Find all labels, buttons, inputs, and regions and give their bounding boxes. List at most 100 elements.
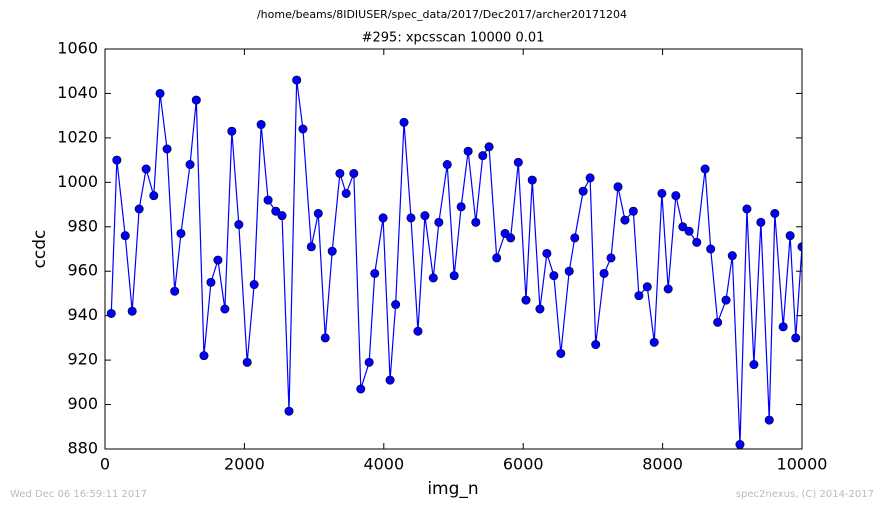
data-point [378,213,388,223]
data-point [521,295,531,305]
y-tick-label: 1000 [57,172,98,191]
data-point [141,164,151,174]
data-point [449,271,459,281]
data-point [606,253,616,263]
data-point [678,222,688,232]
data-point [327,246,337,256]
data-point [706,244,716,254]
data-point [527,175,537,185]
data-point [599,268,609,278]
credit: spec2nexus, (C) 2014-2017 [736,489,874,500]
data-point [570,233,580,243]
data-point [471,217,481,227]
data-point [399,117,409,127]
data-point [420,211,430,221]
data-point [749,360,759,370]
x-tick-label: 6000 [503,455,544,474]
data-point [442,160,452,170]
data-point [206,277,216,287]
data-point [199,351,209,361]
y-tick-label: 920 [67,350,98,369]
data-point [242,357,252,367]
y-tick-label: 960 [67,261,98,280]
data-point [727,251,737,261]
data-point [370,268,380,278]
y-tick-label: 880 [67,439,98,458]
data-point [542,248,552,258]
data-point [513,157,523,167]
data-point [271,206,281,216]
data-point [134,204,144,214]
data-point [341,188,351,198]
data-point [628,206,638,216]
data-point [349,168,359,178]
data-point [613,182,623,192]
data-point [649,337,659,347]
data-point [298,124,308,134]
x-tick-label: 2000 [224,455,265,474]
data-point [506,233,516,243]
data-point [306,242,316,252]
data-point [657,188,667,198]
data-point [492,253,502,263]
data-point [106,308,116,318]
data-point [176,228,186,238]
data-point [227,126,237,136]
data-point [391,300,401,310]
data-point [220,304,230,314]
plot-frame [104,48,803,450]
data-point [578,186,588,196]
data-point [385,375,395,385]
data-point [484,142,494,152]
data-point [313,208,323,218]
data-point [735,440,745,449]
y-tick-label: 980 [67,216,98,235]
data-point [185,160,195,170]
suptitle: /home/beams/8IDIUSER/spec_data/2017/Dec2… [257,8,627,21]
data-point [428,273,438,283]
data-point [213,255,223,265]
data-point [284,406,294,416]
data-point [112,155,122,165]
x-tick-label: 0 [100,455,110,474]
data-point [127,306,137,316]
data-point [785,231,795,241]
data-point [320,333,330,343]
chart-title: #295: xpcsscan 10000 0.01 [362,31,545,46]
y-axis-label: ccdc [30,230,50,269]
y-tick-label: 1040 [57,83,98,102]
data-point [791,333,801,343]
x-tick-label: 8000 [642,455,683,474]
data-point [277,211,287,221]
y-tick-label: 940 [67,305,98,324]
x-tick-label: 4000 [363,455,404,474]
y-tick-label: 900 [67,394,98,413]
data-point [162,144,172,154]
data-point [406,213,416,223]
data-point [120,231,130,241]
data-point [413,326,423,336]
data-point [364,357,374,367]
data-point [191,95,201,105]
timestamp: Wed Dec 06 16:59:11 2017 [10,489,147,500]
data-point [234,220,244,230]
data-point [149,191,159,201]
data-point [700,164,710,174]
data-point [356,384,366,394]
data-point [764,415,774,425]
data-point [778,322,788,332]
data-point [155,88,165,98]
data-point [463,146,473,156]
data-point [535,304,545,314]
data-point [556,348,566,358]
data-point [564,266,574,276]
data-point [335,168,345,178]
data-point [170,286,180,296]
data-point [478,151,488,161]
data-point [591,340,601,350]
data-point [585,173,595,183]
data-point [663,284,673,294]
data-point [434,217,444,227]
